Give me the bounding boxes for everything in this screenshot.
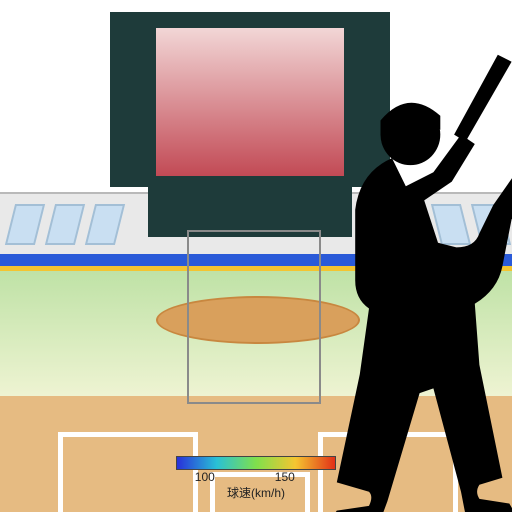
speed-legend-tick: 150	[275, 470, 295, 484]
batter-silhouette	[300, 50, 512, 512]
pitch-location-chart: 100150 球速(km/h)	[0, 0, 512, 512]
speed-legend-tick: 100	[195, 470, 215, 484]
